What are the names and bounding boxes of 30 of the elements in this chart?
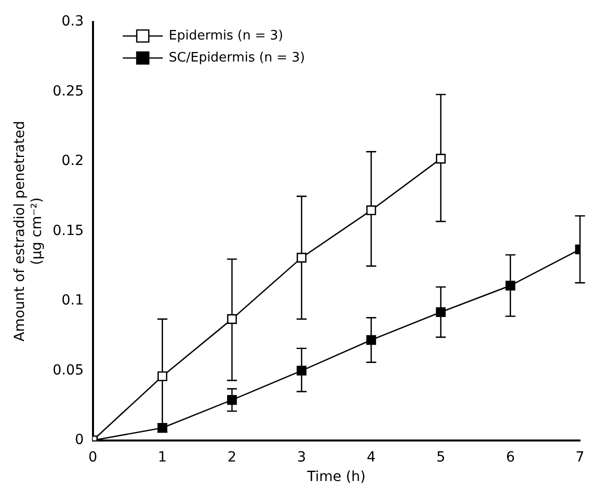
point bbox=[157, 371, 168, 382]
y-tick-label: 0.1 bbox=[62, 292, 84, 309]
x-tick-label: 1 bbox=[158, 449, 167, 466]
legend-label: SC/Epidermis (n = 3) bbox=[168, 50, 305, 66]
point bbox=[157, 422, 168, 433]
x-tick-label: 7 bbox=[576, 449, 584, 466]
point bbox=[436, 307, 446, 317]
x-axis-title: Time (h) bbox=[306, 469, 366, 486]
x-tick-label: 3 bbox=[297, 449, 306, 466]
x-tick-label: 5 bbox=[436, 449, 446, 466]
point bbox=[506, 280, 516, 290]
point bbox=[296, 252, 306, 263]
point bbox=[227, 395, 237, 405]
point bbox=[366, 205, 376, 216]
point bbox=[436, 154, 446, 164]
y-tick-label: 0.2 bbox=[62, 153, 84, 170]
y-tick-label: 0.25 bbox=[52, 83, 84, 100]
x-tick-label: 4 bbox=[366, 449, 376, 466]
y-tick-label: 0.3 bbox=[62, 14, 84, 30]
x-tick-label: 2 bbox=[228, 449, 236, 466]
y-tick-label: 0 bbox=[74, 432, 84, 448]
x-tick-label: 0 bbox=[88, 449, 98, 466]
point bbox=[366, 335, 376, 345]
y-axis-title: Amount of estradiol penetrated (μg cm⁻²) bbox=[12, 120, 45, 342]
legend-label: Epidermis (n = 3) bbox=[168, 28, 284, 44]
point bbox=[296, 366, 306, 376]
point bbox=[227, 314, 237, 324]
x-tick-label: 6 bbox=[506, 449, 515, 466]
y-tick-label: 0.05 bbox=[52, 362, 84, 378]
y-tick-label: 0.15 bbox=[52, 222, 84, 239]
